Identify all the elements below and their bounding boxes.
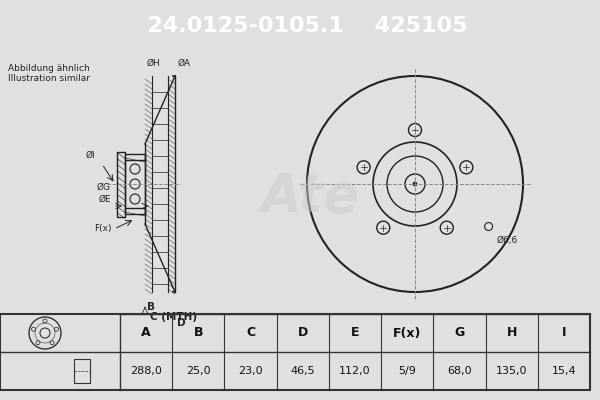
Text: B: B xyxy=(194,326,203,340)
Text: I: I xyxy=(562,326,566,340)
Text: D: D xyxy=(298,326,308,340)
Bar xyxy=(74,359,90,383)
Text: Abbildung ähnlich: Abbildung ähnlich xyxy=(8,64,90,73)
Text: A: A xyxy=(141,326,151,340)
Text: ØI: ØI xyxy=(85,151,95,160)
Circle shape xyxy=(413,182,417,186)
Text: F(x): F(x) xyxy=(393,326,421,340)
Text: ØH: ØH xyxy=(147,59,161,68)
Text: B: B xyxy=(147,302,155,312)
Text: ØA: ØA xyxy=(178,59,191,68)
Text: 5/9: 5/9 xyxy=(398,366,416,376)
Text: F(x): F(x) xyxy=(95,224,112,234)
Bar xyxy=(0,314,590,390)
Text: 112,0: 112,0 xyxy=(339,366,371,376)
Text: 23,0: 23,0 xyxy=(238,366,263,376)
Text: Illustration similar: Illustration similar xyxy=(8,74,90,83)
Text: 25,0: 25,0 xyxy=(186,366,211,376)
Text: 288,0: 288,0 xyxy=(130,366,162,376)
Text: 135,0: 135,0 xyxy=(496,366,527,376)
Text: C: C xyxy=(246,326,255,340)
Bar xyxy=(117,152,125,216)
Text: ØG: ØG xyxy=(97,183,111,192)
Text: 68,0: 68,0 xyxy=(447,366,472,376)
Text: Ø6,6: Ø6,6 xyxy=(497,236,518,246)
Text: H: H xyxy=(506,326,517,340)
Bar xyxy=(125,208,145,214)
Text: 15,4: 15,4 xyxy=(551,366,576,376)
Text: Ate: Ate xyxy=(260,171,359,223)
Text: E: E xyxy=(351,326,359,340)
Text: ØE: ØE xyxy=(98,195,111,204)
Text: 24.0125-0105.1    425105: 24.0125-0105.1 425105 xyxy=(132,16,468,36)
Text: G: G xyxy=(454,326,464,340)
Text: D: D xyxy=(177,318,185,328)
Text: C (MTH): C (MTH) xyxy=(150,312,197,322)
Text: 46,5: 46,5 xyxy=(290,366,315,376)
Bar xyxy=(125,154,145,160)
